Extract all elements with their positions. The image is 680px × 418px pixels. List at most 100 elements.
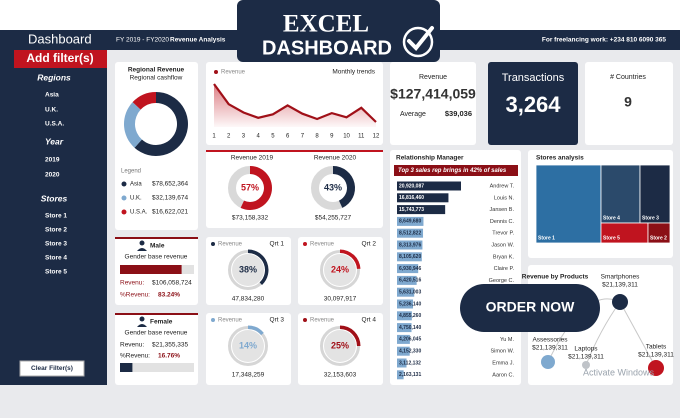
bar (397, 323, 412, 333)
check-mark (407, 26, 434, 51)
tile-label: Store 1 (538, 235, 555, 241)
bar (120, 265, 182, 274)
filter-item[interactable]: U.S.A. (45, 121, 64, 128)
card-title: Revenue 2020 (314, 155, 357, 162)
clear-button[interactable] (19, 360, 85, 377)
product-node (648, 360, 664, 376)
category-label: Louis N. (494, 195, 515, 201)
header-title: Dashboard (28, 31, 92, 46)
bar (397, 299, 414, 309)
card-title: Qrt 3 (270, 317, 285, 324)
legend-label: Revenue (221, 70, 246, 76)
caption: %Revenu: (120, 292, 150, 299)
legend-dot (214, 70, 218, 74)
filter-item[interactable]: Store 4 (45, 255, 67, 262)
filter-item[interactable]: Store 1 (45, 213, 67, 220)
card-title: Monthly trends (332, 69, 375, 76)
card-title: Revenue by Products (522, 274, 589, 281)
donut-segment (248, 249, 269, 285)
card (488, 62, 578, 145)
bar (397, 181, 461, 191)
legend-label: Asia (130, 182, 142, 188)
tile-label: Store 5 (603, 235, 620, 241)
value-label: $21,139,311 (602, 282, 638, 289)
legend-dot (303, 242, 307, 246)
filter-item[interactable]: Store 3 (45, 241, 67, 248)
value-label: 6,420,516 (399, 278, 421, 284)
value-label: 30,097,917 (324, 296, 357, 303)
category-label: Andrew T. (490, 183, 515, 189)
donut-center (324, 330, 356, 362)
sidebar (0, 50, 107, 385)
legend-title: Legend (121, 169, 141, 175)
value-label: 3,112,132 (399, 360, 421, 366)
header-contact: For freelancing work: +234 810 6090 365 (542, 37, 666, 44)
card-title: Qrt 4 (362, 317, 377, 324)
filter-item[interactable]: 2019 (45, 157, 60, 164)
value-label: 8,313,976 (399, 242, 421, 248)
treemap-tile (639, 164, 671, 224)
card-title: Stores analysis (536, 155, 584, 162)
card-title: Revenue 2019 (231, 155, 274, 162)
donut-segment (132, 92, 156, 110)
filter-item[interactable]: 2020 (45, 172, 60, 179)
kpi-value: $127,414,059 (390, 86, 476, 102)
filter-item[interactable]: Asia (45, 92, 59, 99)
category-label: Laptops (574, 346, 598, 353)
value-label: 20,920,087 (399, 183, 424, 189)
add-filter-box (14, 50, 107, 68)
caption: Revenu: (120, 280, 144, 287)
person-body (137, 248, 147, 251)
category-label: Dennis C. (490, 219, 515, 225)
kpi-value: 9 (624, 94, 632, 110)
legend-value: $78,652,364 (152, 181, 189, 188)
category-label: Aaron C. (492, 372, 514, 378)
category-label: Smartphones (601, 274, 640, 281)
banner-text: Top 3 sales rep brings in 42% of sales (398, 168, 507, 174)
card (390, 62, 476, 145)
filter-item[interactable]: Store 2 (45, 227, 67, 234)
header-period: FY 2019 - FY2020 (116, 37, 169, 44)
kpi-title: Transactions (502, 72, 565, 84)
card-accent (206, 150, 383, 152)
kpi-title: Revenue (419, 74, 447, 81)
order-label[interactable]: ORDER NOW (486, 299, 575, 315)
x-tick-label: 11 (358, 134, 365, 140)
card-title: Qrt 1 (270, 241, 285, 248)
product-node (612, 294, 628, 310)
bar-track (120, 363, 194, 372)
clear-filters[interactable]: Clear Filter(s) (31, 365, 73, 372)
filter-item[interactable]: Store 5 (45, 269, 67, 276)
donut-segment (134, 92, 188, 156)
legend-label: Revenue (218, 318, 243, 324)
category-label: George C. (489, 278, 515, 284)
card-accent (115, 237, 198, 239)
category-label: Jansen B. (490, 207, 515, 213)
bar (397, 193, 449, 203)
product-node (582, 361, 590, 369)
legend-dot (121, 181, 127, 187)
legend-label: U.K. (130, 196, 142, 202)
category-label: Tablets (646, 344, 667, 351)
tile-label: Store 4 (603, 215, 620, 221)
value-label: 4,206,045 (399, 337, 421, 343)
add-filter: Add filter(s) (26, 51, 93, 65)
filter-heading: Year (45, 136, 64, 146)
x-tick-label: 7 (301, 134, 305, 140)
percent-label: 83.24% (158, 292, 180, 299)
donut-segment (333, 166, 356, 208)
filter-item[interactable]: U.K. (45, 107, 58, 114)
value-label: 2,163,131 (399, 372, 421, 378)
kpi-average: $39,036 (445, 109, 472, 118)
bar (397, 252, 422, 262)
bar (397, 264, 419, 274)
donut-center (324, 254, 356, 286)
card-title: Relationship Manager (396, 155, 464, 162)
bar (397, 228, 424, 238)
order-button[interactable] (460, 284, 600, 332)
card-subtitle: Gender base revenue (125, 330, 188, 337)
donut-segment (123, 102, 142, 148)
card-subtitle: Regional cashflow (130, 75, 183, 82)
bar (397, 334, 410, 344)
legend-dot (303, 318, 307, 322)
